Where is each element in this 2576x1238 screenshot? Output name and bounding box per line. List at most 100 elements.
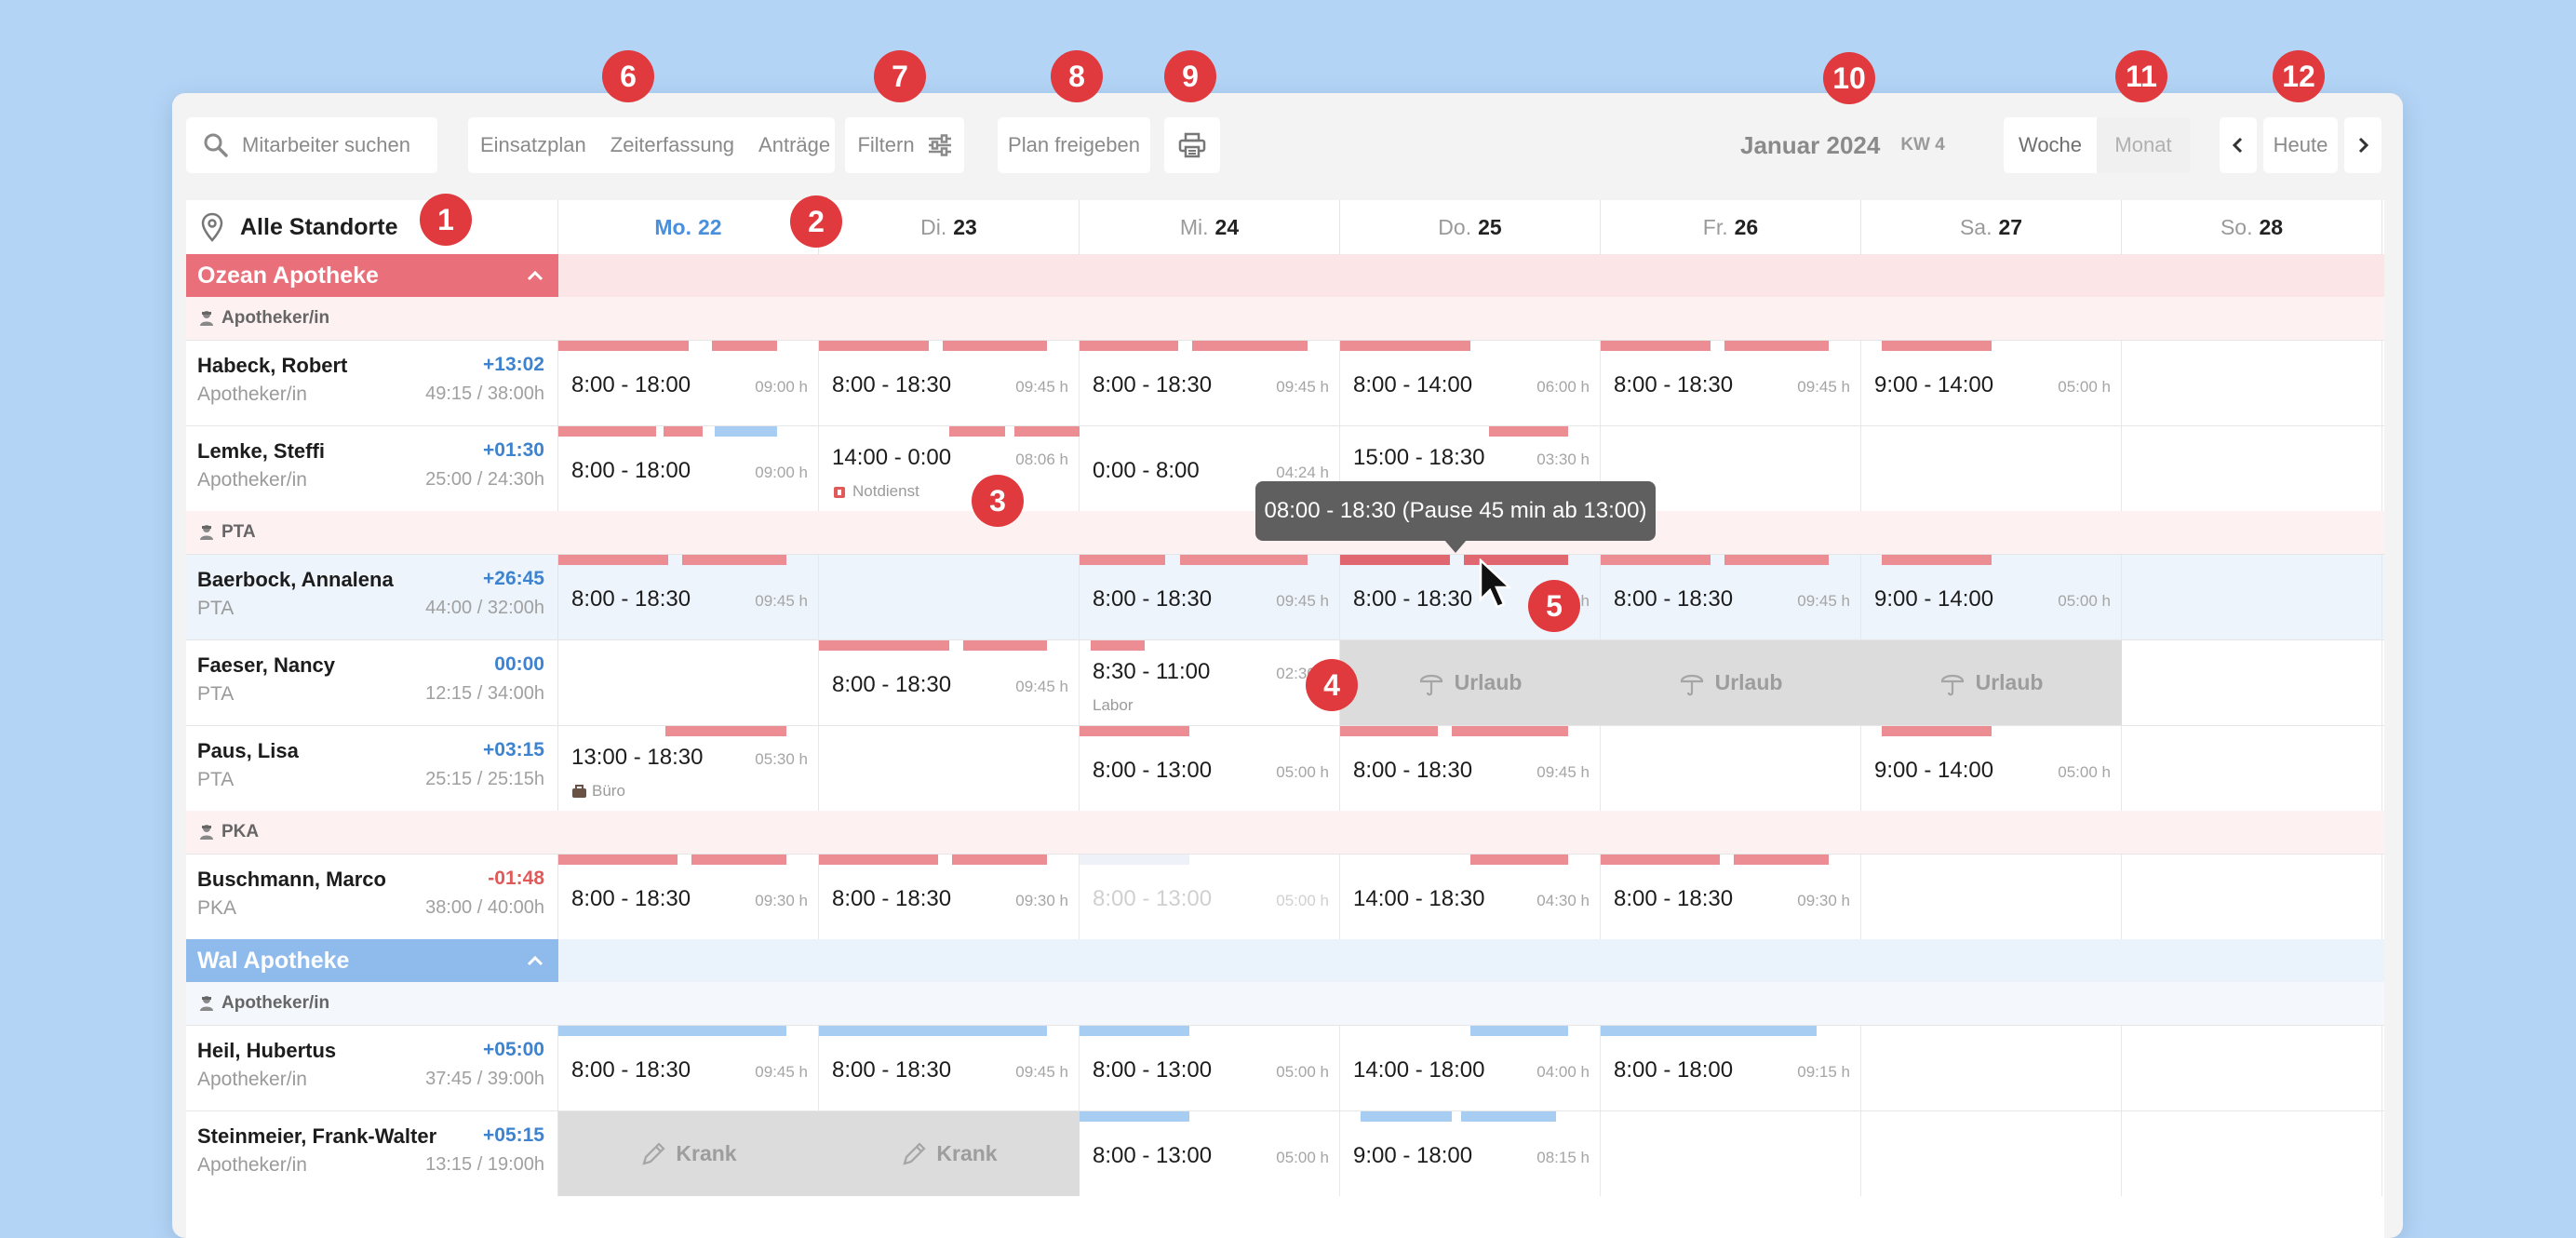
day-cell[interactable] [1601,1026,1861,1110]
day-cell[interactable] [819,555,1080,639]
shift-entry[interactable]: 8:00 - 18:30 09:45 h [558,555,819,640]
day-cell[interactable] [558,726,819,811]
shift-entry[interactable]: 14:00 - 18:30 04:30 h [1340,854,1601,940]
shift-entry[interactable]: 8:00 - 18:30 09:45 h [1080,341,1340,426]
shift-entry[interactable]: 8:00 - 13:00 05:00 h [1080,726,1340,812]
day-cell[interactable] [1861,1111,2122,1196]
employee-info[interactable]: Lemke, Steffi Apotheker/in +01:30 25:00 / 2… [186,426,558,511]
day-cell[interactable] [1601,1111,1861,1196]
absence-block[interactable]: Urlaub [1861,640,2122,725]
shift-entry[interactable]: 9:00 - 18:00 08:15 h [1340,1111,1601,1197]
day-cell[interactable] [558,341,819,425]
shift-entry[interactable]: 8:00 - 13:00 05:00 h [1080,1111,1340,1197]
shift-entry[interactable]: 8:00 - 14:00 06:00 h [1340,341,1601,426]
shift-entry[interactable]: 9:00 - 14:00 05:00 h [1861,341,2122,426]
absence-block[interactable]: Krank [558,1111,819,1196]
day-cell[interactable] [1080,341,1340,425]
day-cell[interactable] [558,1026,819,1110]
print-button[interactable] [1164,117,1220,173]
filter-button[interactable]: Filtern [845,117,964,173]
day-cell[interactable] [1340,426,1601,511]
shift-entry[interactable]: 8:00 - 13:00 05:00 h [1080,854,1340,940]
day-header[interactable]: Fr. 26 [1601,200,1861,254]
employee-info[interactable]: Heil, Hubertus Apotheker/in +05:00 37:45 / … [186,1026,558,1110]
absence-block[interactable]: Urlaub [1340,640,1601,725]
shift-entry[interactable]: 8:00 - 18:30 09:45 h [1601,555,1861,640]
day-cell[interactable] [2122,640,2382,725]
day-cell[interactable] [558,426,819,511]
shift-entry[interactable]: 8:30 - 11:00 02:30 h Labor [1080,640,1340,726]
day-cell[interactable] [1340,1111,1601,1196]
day-cell[interactable] [819,426,1080,511]
tab-einsatzplan[interactable]: Einsatzplan [480,133,586,156]
day-cell[interactable] [1080,1026,1340,1110]
day-cell[interactable] [2122,854,2382,939]
location-selector[interactable]: Alle Standorte [186,200,558,254]
shift-entry[interactable]: 14:00 - 0:00 08:06 h Notdienst [819,426,1080,512]
day-cell[interactable] [1601,555,1861,639]
day-cell[interactable] [2122,726,2382,811]
day-cell[interactable] [819,640,1080,725]
location-header[interactable]: Ozean Apotheke [186,254,2384,297]
day-cell[interactable] [1861,426,2122,511]
employee-info[interactable]: Buschmann, Marco PKA -01:48 38:00 / 40:00h [186,854,558,939]
today-button[interactable]: Heute [2263,117,2338,173]
day-cell[interactable] [1080,854,1340,939]
search-input[interactable]: Mitarbeiter suchen [242,133,410,156]
day-cell[interactable] [2122,555,2382,639]
day-cell[interactable] [558,640,819,725]
shift-entry[interactable]: 14:00 - 18:00 04:00 h [1340,1026,1601,1111]
employee-info[interactable]: Habeck, Robert Apotheker/in +13:02 49:15 / … [186,341,558,425]
shift-entry[interactable]: 8:00 - 18:30 09:30 h [1601,854,1861,940]
day-cell[interactable] [2122,1111,2382,1196]
day-cell[interactable] [558,555,819,639]
day-cell[interactable] [1080,1111,1340,1196]
shift-entry[interactable]: 9:00 - 14:00 05:00 h [1861,555,2122,640]
day-cell[interactable] [1861,854,2122,939]
absence-block[interactable]: Urlaub [1601,640,1861,725]
day-cell[interactable] [1861,726,2122,811]
day-cell[interactable] [558,854,819,939]
location-header[interactable]: Wal Apotheke [186,939,2384,982]
release-plan-button[interactable]: Plan freigeben [998,117,1150,173]
day-cell[interactable] [1601,726,1861,811]
absence-block[interactable]: Krank [819,1111,1080,1196]
shift-entry[interactable]: 8:00 - 13:00 05:00 h [1080,1026,1340,1111]
day-header[interactable]: Do. 25 [1340,200,1601,254]
day-header[interactable]: Di. 23 [819,200,1080,254]
day-cell[interactable] [1080,426,1340,511]
shift-entry[interactable]: 8:00 - 18:30 09:45 h [558,1026,819,1111]
shift-entry[interactable]: 8:00 - 18:30 09:30 h [558,854,819,940]
shift-entry[interactable]: 8:00 - 18:00 09:00 h [558,341,819,426]
day-cell[interactable] [819,854,1080,939]
day-header[interactable]: So. 28 [2122,200,2382,254]
day-cell[interactable] [1340,1026,1601,1110]
shift-entry[interactable]: 8:00 - 18:30 09:45 h [1340,726,1601,812]
shift-entry[interactable]: 8:00 - 18:30 09:30 h [819,854,1080,940]
shift-entry[interactable]: 13:00 - 18:30 05:30 h Büro [558,726,819,812]
day-cell[interactable] [2122,341,2382,425]
day-cell[interactable] [1861,555,2122,639]
day-cell[interactable] [1080,726,1340,811]
day-cell[interactable] [819,726,1080,811]
day-cell[interactable] [1340,726,1601,811]
day-cell[interactable] [1861,341,2122,425]
day-cell[interactable] [1340,341,1601,425]
employee-info[interactable]: Steinmeier, Frank-Walter Apotheker/in +05:… [186,1111,558,1196]
shift-entry[interactable]: 8:00 - 18:30 09:45 h [819,341,1080,426]
day-cell[interactable] [1861,1026,2122,1110]
day-cell[interactable] [819,1026,1080,1110]
day-cell[interactable] [1601,426,1861,511]
day-header[interactable]: Mi. 24 [1080,200,1340,254]
day-cell[interactable] [2122,1026,2382,1110]
tab-zeiterfassung[interactable]: Zeiterfassung [610,133,735,156]
shift-entry[interactable]: 8:00 - 18:00 09:15 h [1601,1026,1861,1111]
shift-entry[interactable]: 9:00 - 14:00 05:00 h [1861,726,2122,812]
day-cell[interactable] [1601,854,1861,939]
day-cell[interactable] [2122,426,2382,511]
employee-info[interactable]: Faeser, Nancy PTA 00:00 12:15 / 34:00h [186,640,558,725]
shift-entry[interactable]: 8:00 - 18:30 09:45 h [1080,555,1340,640]
shift-entry[interactable]: 8:00 - 18:30 09:45 h [819,1026,1080,1111]
employee-info[interactable]: Paus, Lisa PTA +03:15 25:15 / 25:15h [186,726,558,811]
day-cell[interactable] [1340,854,1601,939]
